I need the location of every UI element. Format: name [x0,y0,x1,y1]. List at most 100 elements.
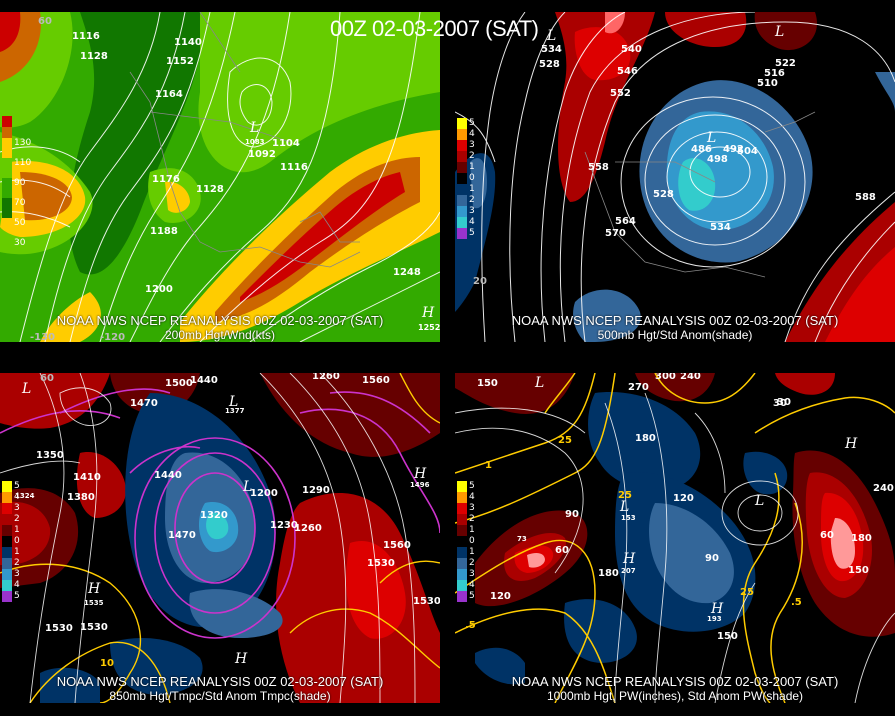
legend-swatch [2,127,12,138]
lon-label: 20 [473,276,487,287]
legend-label: 130 [14,138,32,148]
contour-label: 1188 [150,226,178,237]
legend-swatch [2,138,12,158]
legend-label: 5 [469,481,475,491]
contour-label: 1290 [302,485,330,496]
contour-label: 1530 [45,623,73,634]
legend-swatch [457,525,467,536]
legend-label: 5 [469,228,475,238]
legend-label: 2 [469,151,475,161]
legend-swatch [457,129,467,140]
contour-label: 1200 [145,284,173,295]
contour-label: 528 [539,59,560,70]
contour-label: 193 [707,615,722,623]
contour-label: 240 [680,373,701,382]
contour-label: 1496 [410,481,430,489]
contour-label: 1377 [225,407,245,415]
legend-swatch [2,569,12,580]
contour-label: 510 [757,78,778,89]
legend-label: 3 [14,503,20,513]
legend-label: 110 [14,158,32,168]
contour-label: 25 [558,435,572,446]
map-850mb-graphic: 1500 1440 1470 1260 1560 1350 1410 1380 … [0,373,440,703]
panel-credit: NOAA NWS NCEP REANALYSIS 00Z 02-03-2007 … [511,674,839,689]
high-center-marker: H [844,436,858,452]
high-center-marker: H [622,551,636,567]
legend-swatch [2,481,12,492]
legend-swatch [457,173,467,184]
low-center-marker: L [242,479,252,495]
pw-anomaly-legend: 5 4 3 2 1 0 1 2 3 4 5 [457,481,475,602]
lon-label: 60 [40,373,54,384]
legend-label: 4 [469,580,475,590]
contour-label: 25 [740,587,754,598]
legend-swatch [2,558,12,569]
legend-swatch [457,217,467,228]
wind-speed-legend: 130 110 90 70 50 30 [2,116,31,248]
low-center-marker: L [228,394,238,410]
contour-label: 1092 [248,149,276,160]
low-center-marker: L [249,120,259,136]
legend-label: 5 [469,591,475,601]
legend-swatch [457,184,467,195]
legend-label: 1 [469,162,475,172]
legend-label: 3 [469,206,475,216]
contour-label: 300 [655,373,676,382]
contour-label: 492 [723,144,744,155]
high-center-marker: H [413,466,427,482]
legend-label: 3 [14,569,20,579]
contour-label: 1535 [84,599,104,607]
map-500mb-graphic: 534 528 540 546 552 558 564 570 486 492 … [455,12,895,342]
contour-label: 570 [605,228,626,239]
legend-label: 4 [14,492,20,502]
low-center-value: 1083 [245,138,265,146]
panel-credit: NOAA NWS NCEP REANALYSIS 00Z 02-03-2007 … [511,313,839,328]
std-anomaly-legend: 5 4 3 2 1 0 1 2 3 4 5 [457,118,475,239]
contour-label: 1248 [393,267,421,278]
contour-label: 1470 [168,530,196,541]
legend-swatch [457,547,467,558]
contour-label: 1440 [190,375,218,386]
panel-200mb-map: 1116 1128 1140 1152 1164 1092 1104 1116 … [0,12,440,342]
legend-label: 0 [14,536,20,546]
legend-swatch [2,116,12,127]
legend-label: 5 [469,118,475,128]
legend-label: 4 [14,580,20,590]
contour-label: 1128 [80,51,108,62]
low-center-marker: L [754,493,764,509]
contour-label: 150 [477,378,498,389]
legend-swatch [457,558,467,569]
contour-label: 30 [777,397,791,408]
lon-label: -120 [100,332,125,342]
legend-label: 90 [14,178,26,188]
contour-label: 180 [635,433,656,444]
legend-label: 0 [469,536,475,546]
contour-label: .5 [465,620,476,631]
contour-label: 1116 [280,162,308,173]
legend-swatch [2,514,12,525]
legend-label: 5 [14,591,20,601]
contour-label: 1320 [200,510,228,521]
contour-label: 1260 [312,373,340,382]
contour-label: 73 [517,535,527,543]
legend-label: 2 [469,514,475,524]
legend-swatch [457,206,467,217]
legend-swatch [457,162,467,173]
legend-swatch [2,580,12,591]
legend-swatch [2,536,12,547]
panel-subtitle: 200mb Hgt/Wnd(kts) [164,328,276,342]
legend-swatch [457,228,467,239]
legend-swatch [2,158,12,178]
contour-label: 30 [773,398,787,409]
low-center-marker: L [619,499,629,515]
legend-label: 2 [469,195,475,205]
panel-500mb-map: 534 528 540 546 552 558 564 570 486 492 … [455,12,895,342]
contour-label: 504 [737,146,758,157]
contour-label: 1530 [367,558,395,569]
legend-label: 4 [469,129,475,139]
legend-label: 0 [469,173,475,183]
legend-label: 4 [469,492,475,502]
contour-label: 1324 [15,492,35,500]
legend-swatch [457,118,467,129]
contour-label: 10 [100,658,114,669]
